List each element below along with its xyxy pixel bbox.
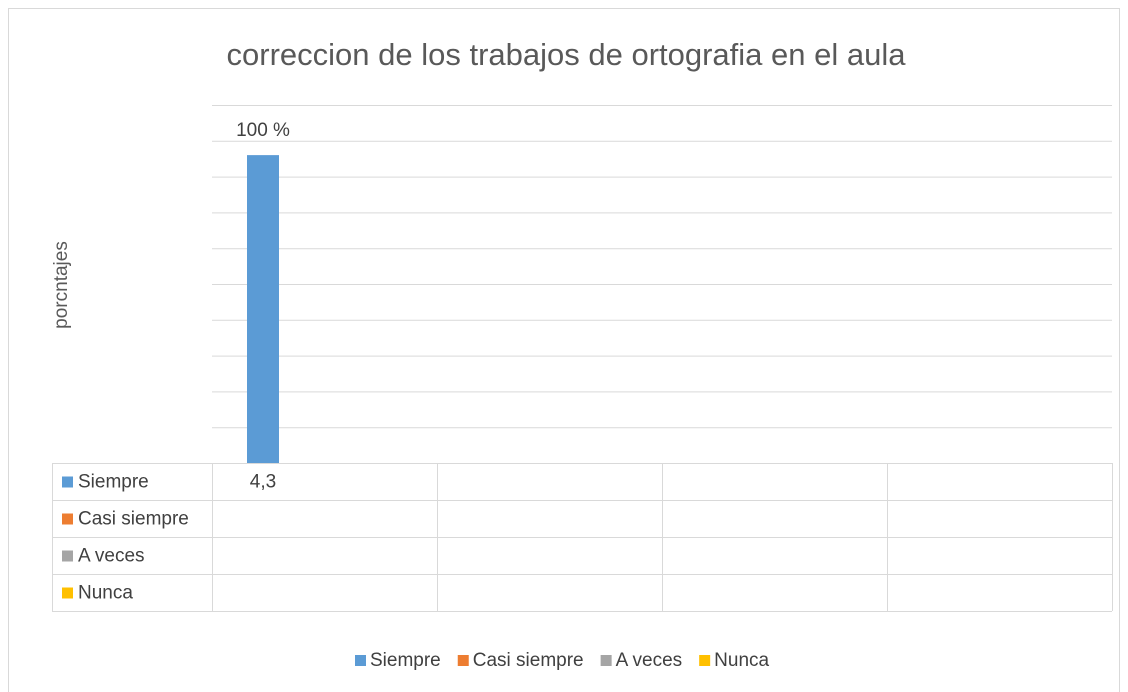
legend-label: Siempre — [370, 650, 441, 671]
table-row-label: A veces — [78, 546, 145, 567]
data-label: 100 % — [236, 120, 290, 141]
legend-key — [355, 655, 366, 666]
bar — [247, 155, 279, 463]
chart-title: correccion de los trabajos de ortografia… — [227, 37, 907, 72]
y-axis-label: porcntajes — [51, 241, 72, 329]
table-row-label: Casi siempre — [78, 509, 189, 530]
table-row-label: Nunca — [78, 583, 133, 604]
legend-label: Casi siempre — [473, 650, 584, 671]
table-legend-key — [62, 550, 73, 562]
legend-key — [699, 655, 711, 666]
legend-label: Nunca — [714, 650, 769, 671]
table-legend-key — [62, 476, 73, 488]
table-legend-key — [62, 587, 73, 599]
chart-border — [8, 8, 1120, 692]
legend-key — [457, 655, 469, 666]
legend-key — [600, 655, 612, 666]
legend-label: A veces — [616, 650, 683, 671]
table-legend-key — [62, 513, 73, 525]
table-row-label: Siempre — [78, 472, 149, 493]
table-cell: 4,3 — [250, 472, 276, 493]
